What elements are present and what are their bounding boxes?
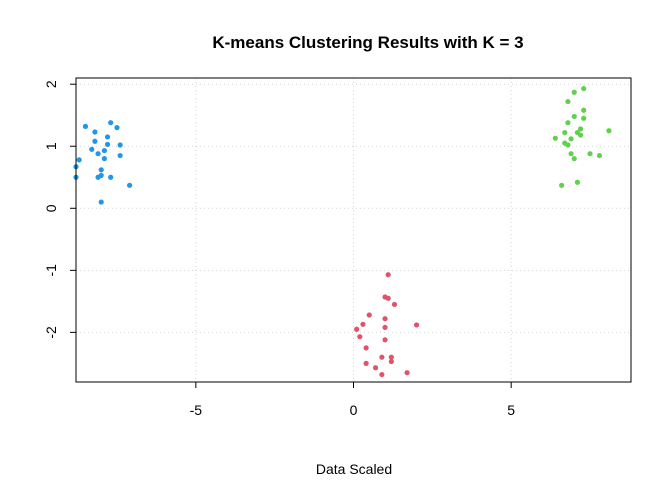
data-point — [360, 321, 366, 327]
data-point — [101, 156, 107, 162]
y-tick-label: 1 — [43, 142, 59, 150]
y-axis: -2 -1 0 1 2 — [43, 80, 76, 339]
data-point — [382, 337, 388, 343]
data-point — [104, 134, 111, 140]
data-point — [117, 152, 123, 159]
data-point — [372, 365, 379, 371]
data-point — [388, 358, 394, 365]
data-point — [577, 132, 584, 138]
data-point — [571, 156, 577, 162]
data-point — [568, 151, 574, 157]
data-point — [571, 89, 577, 95]
data-point — [596, 152, 603, 159]
data-point — [581, 85, 587, 92]
x-tick-label: -5 — [190, 402, 203, 418]
data-point — [108, 120, 114, 126]
data-point — [552, 135, 558, 141]
data-point — [565, 120, 571, 126]
data-point — [571, 113, 577, 120]
grid — [76, 78, 631, 382]
data-point — [587, 151, 593, 157]
data-point — [562, 129, 568, 136]
data-point — [559, 182, 565, 188]
data-point — [357, 334, 363, 340]
x-axis-label: Data Scaled — [316, 461, 392, 477]
data-points — [73, 85, 612, 378]
data-point — [117, 142, 123, 148]
y-tick-label: 2 — [43, 80, 59, 88]
data-point — [413, 322, 420, 328]
data-point — [98, 172, 104, 179]
data-point — [379, 371, 385, 378]
x-tick-label: 5 — [507, 402, 515, 418]
data-point — [404, 370, 410, 376]
data-point — [577, 126, 584, 132]
data-point — [108, 174, 114, 180]
data-point — [379, 354, 385, 360]
data-point — [565, 98, 571, 105]
data-point — [98, 167, 104, 173]
data-point — [366, 312, 372, 318]
data-point — [114, 125, 120, 131]
data-point — [92, 138, 98, 144]
data-point — [382, 324, 388, 331]
x-axis: -5 0 5 — [190, 382, 515, 418]
data-point — [127, 182, 133, 188]
data-point — [101, 147, 107, 154]
data-point — [388, 354, 394, 360]
data-point — [89, 146, 95, 152]
data-point — [391, 301, 398, 308]
data-point — [581, 115, 587, 121]
chart-title: K-means Clustering Results with K = 3 — [212, 33, 523, 52]
y-tick-label: -2 — [43, 326, 59, 339]
data-point — [98, 199, 104, 205]
data-point — [363, 360, 369, 366]
data-point — [76, 157, 82, 163]
x-tick-label: 0 — [350, 402, 358, 418]
data-point — [104, 141, 111, 147]
data-point — [354, 326, 360, 332]
data-point — [92, 129, 98, 135]
data-point — [95, 151, 101, 157]
y-tick-label: -1 — [43, 264, 59, 277]
y-tick-label: 0 — [43, 204, 59, 212]
data-point — [568, 136, 574, 142]
data-point — [385, 295, 391, 301]
data-point — [82, 123, 89, 129]
data-point — [574, 179, 580, 185]
data-point — [581, 107, 587, 113]
data-point — [606, 128, 612, 134]
data-point — [382, 316, 388, 322]
data-point — [385, 272, 391, 278]
data-point — [565, 142, 571, 148]
data-point — [363, 345, 369, 351]
